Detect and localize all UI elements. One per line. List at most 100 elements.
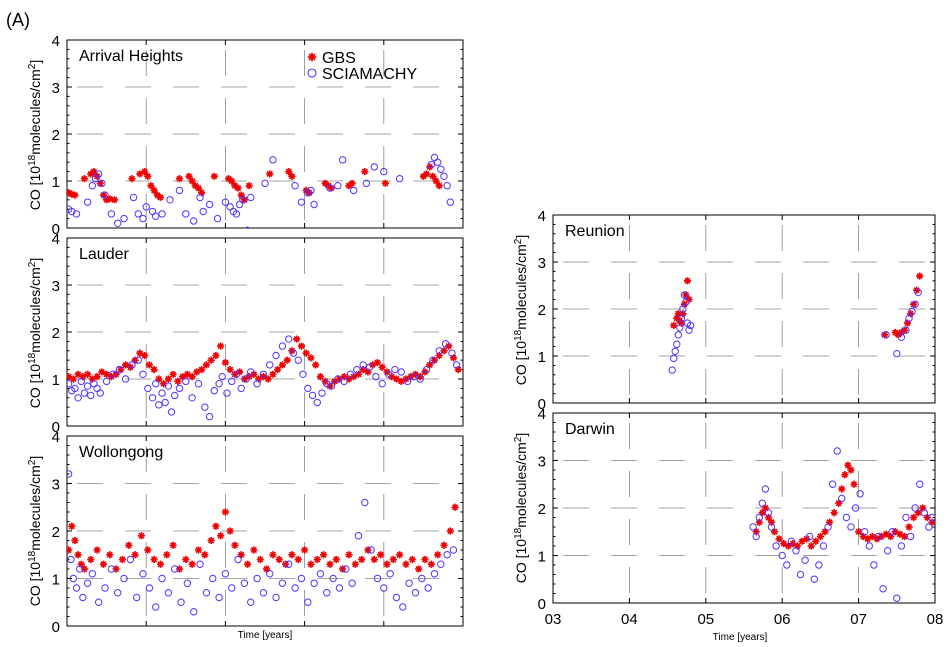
sciamachy-point bbox=[828, 480, 837, 488]
sciamachy-point bbox=[261, 179, 269, 188]
gbs-point bbox=[764, 513, 773, 522]
gbs-point bbox=[345, 182, 353, 190]
gbs-point bbox=[221, 358, 229, 367]
gbs-point bbox=[226, 527, 234, 535]
gbs-point bbox=[183, 370, 191, 378]
gbs-point bbox=[228, 177, 236, 185]
sciamachy-point bbox=[87, 391, 95, 400]
gbs-point bbox=[288, 347, 296, 355]
sciamachy-point bbox=[190, 217, 198, 225]
y-axis-label-superscript: 2 bbox=[27, 63, 38, 69]
gbs-point bbox=[855, 528, 863, 536]
gbs-point bbox=[210, 172, 218, 180]
y-tick-label: 4 bbox=[52, 429, 60, 446]
plot-frame bbox=[552, 214, 936, 404]
sciamachy-point bbox=[88, 182, 97, 190]
gbs-point bbox=[402, 560, 410, 568]
gbs-point bbox=[212, 351, 220, 360]
gbs-point bbox=[838, 485, 846, 493]
sciamachy-point bbox=[72, 210, 81, 218]
gbs-point bbox=[150, 366, 158, 374]
sciamachy-point bbox=[680, 291, 689, 299]
sciamachy-point bbox=[164, 382, 173, 390]
gbs-point bbox=[421, 368, 429, 376]
sciamachy-point bbox=[152, 212, 160, 220]
gbs-point bbox=[264, 375, 272, 383]
gbs-point bbox=[419, 172, 427, 180]
gbs-point bbox=[236, 368, 244, 376]
sciamachy-point bbox=[888, 528, 896, 536]
sciamachy-point bbox=[346, 370, 355, 378]
gbs-point bbox=[224, 175, 233, 183]
sciamachy-point bbox=[144, 384, 152, 393]
gbs-point bbox=[77, 560, 85, 568]
data-markers bbox=[749, 447, 935, 602]
x-tick-label: 04 bbox=[621, 611, 638, 628]
sciamachy-point bbox=[158, 210, 166, 218]
gbs-point bbox=[185, 172, 193, 180]
sciamachy-point bbox=[101, 584, 109, 592]
gbs-point bbox=[411, 370, 420, 378]
sciamachy-point bbox=[266, 570, 274, 578]
gbs-point bbox=[321, 179, 329, 187]
sciamachy-point bbox=[166, 196, 174, 204]
y-axis-label-part: ] bbox=[27, 258, 43, 262]
gbs-point bbox=[392, 375, 401, 383]
sciamachy-point bbox=[443, 182, 451, 190]
gbs-point bbox=[903, 319, 912, 327]
y-axis-label-part: CO [10 bbox=[513, 539, 529, 584]
gbs-point bbox=[136, 170, 144, 178]
sciamachy-point bbox=[819, 542, 828, 550]
gbs-point bbox=[397, 377, 405, 385]
gbs-point bbox=[237, 551, 245, 559]
sciamachy-point bbox=[908, 307, 916, 316]
sciamachy-point bbox=[874, 532, 883, 541]
gbs-point bbox=[275, 555, 283, 564]
gbs-point bbox=[259, 373, 268, 381]
gbs-point bbox=[923, 513, 931, 522]
gbs-point bbox=[793, 542, 802, 550]
sciamachy-point bbox=[778, 551, 786, 560]
gbs-point bbox=[440, 347, 448, 355]
sciamachy-point bbox=[310, 579, 318, 587]
sciamachy-point bbox=[291, 182, 299, 190]
gbs-point bbox=[361, 168, 369, 176]
gbs-point bbox=[673, 314, 681, 322]
gbs-point bbox=[313, 555, 321, 564]
gbs-point bbox=[914, 509, 922, 517]
sciamachy-point bbox=[397, 368, 405, 376]
gbs-point bbox=[288, 551, 296, 559]
sciamachy-point bbox=[767, 523, 776, 531]
sciamachy-point bbox=[291, 584, 299, 592]
gbs-point bbox=[345, 551, 353, 559]
gbs-point bbox=[207, 356, 215, 364]
gbs-point bbox=[160, 380, 168, 388]
gbs-point bbox=[262, 565, 271, 573]
gbs-point bbox=[136, 349, 144, 357]
sciamachy-point bbox=[928, 513, 935, 522]
gbs-point bbox=[446, 527, 454, 535]
sciamachy-point bbox=[313, 398, 321, 407]
gbs-point bbox=[74, 370, 82, 378]
panel-title: Lauder bbox=[79, 246, 129, 263]
gbs-point bbox=[69, 375, 77, 383]
sciamachy-point bbox=[113, 589, 122, 597]
gbs-point bbox=[302, 349, 310, 357]
y-axis-label-part: ] bbox=[513, 433, 529, 437]
sciamachy-point bbox=[242, 375, 250, 383]
sciamachy-point bbox=[247, 193, 255, 202]
gbs-point bbox=[320, 551, 328, 559]
gbs-point bbox=[408, 555, 416, 564]
sciamachy-point bbox=[362, 179, 371, 188]
gbs-point bbox=[426, 163, 434, 171]
sciamachy-point bbox=[897, 333, 906, 341]
sciamachy-point bbox=[334, 182, 342, 190]
gbs-point bbox=[326, 560, 334, 568]
sciamachy-point bbox=[285, 560, 293, 568]
sciamachy-point bbox=[148, 207, 157, 216]
gbs-point bbox=[198, 366, 206, 374]
gbs-point bbox=[245, 373, 253, 381]
sciamachy-point bbox=[139, 570, 147, 578]
sciamachy-point bbox=[215, 380, 223, 388]
